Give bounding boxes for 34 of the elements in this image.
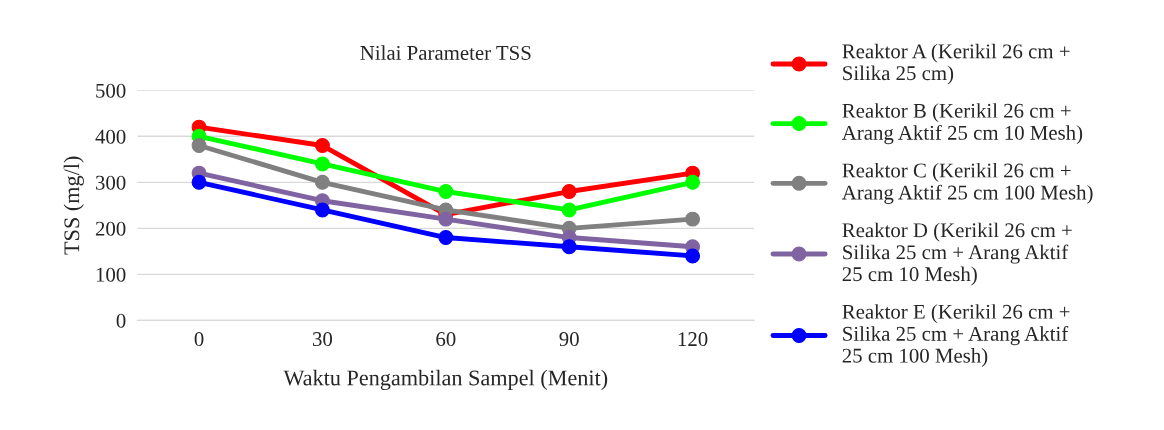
point (191, 174, 207, 190)
y-tick-label: 300 (95, 175, 126, 190)
point (438, 230, 454, 245)
x-tick-label: 120 (678, 332, 708, 347)
y-axis-title: TSS (mg/l) (63, 156, 84, 255)
legend-label: Reaktor E (Kerikil 26 cm + Silika 25 cm + Arang Aktif 25 cm 100 Mesh) (842, 304, 1070, 367)
y-tick-label: 400 (95, 129, 126, 144)
point (685, 211, 701, 227)
x-tick-label: 60 (436, 332, 456, 347)
x-tick-label: 0 (194, 332, 204, 347)
point (191, 138, 207, 153)
point (685, 174, 701, 190)
legend-label: Reaktor D (Kerikil 26 cm + Silika 25 cm + Arang Aktif 25 cm 10 Mesh) (842, 222, 1072, 286)
point (314, 138, 330, 153)
y-tick-label: 0 (116, 313, 126, 328)
x-axis-title: Waktu Pengambilan Sampel (Menit) (283, 369, 608, 391)
point (314, 202, 330, 218)
point (561, 202, 577, 218)
point (561, 239, 577, 255)
y-tick-label: 100 (96, 267, 126, 282)
point (438, 184, 454, 199)
legend-label: Reaktor B (Kerikil 26 cm + Arang Aktif 25 cm 10 Mesh) (841, 103, 1083, 145)
y-tick-label: 500 (96, 83, 126, 98)
point (438, 211, 454, 227)
chart-title: Nilai Parameter TSS (360, 45, 531, 60)
point (685, 248, 701, 264)
y-tick-label: 200 (95, 221, 126, 236)
point (314, 174, 330, 190)
legend-label: Reaktor A (Kerikil 26 cm + Silika 25 cm) (842, 43, 1070, 85)
point (561, 184, 577, 199)
legend-label: Reaktor C (Kerikil 26 cm + Arang Aktif 25 cm 100 Mesh) (841, 162, 1093, 204)
x-tick-label: 30 (313, 332, 333, 347)
x-tick-label: 90 (559, 332, 579, 347)
point (314, 156, 330, 172)
